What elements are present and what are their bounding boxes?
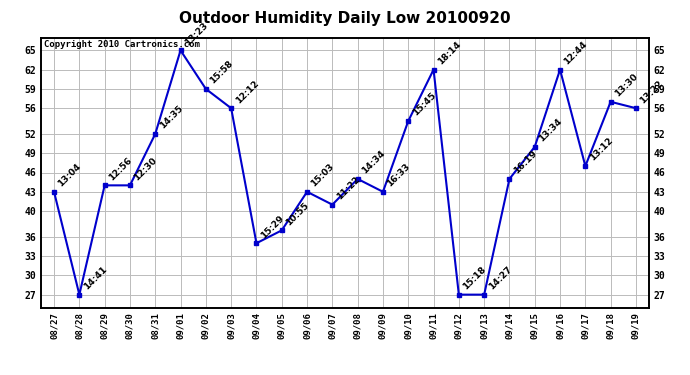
Text: 15:58: 15:58 — [208, 59, 235, 86]
Text: 14:35: 14:35 — [158, 104, 184, 131]
Text: 15:45: 15:45 — [411, 91, 437, 118]
Text: 12:44: 12:44 — [562, 40, 589, 66]
Text: 12:30: 12:30 — [132, 156, 159, 182]
Text: 18:14: 18:14 — [436, 40, 463, 66]
Text: 16:19: 16:19 — [512, 149, 539, 176]
Text: 13:22: 13:22 — [638, 78, 665, 105]
Text: 14:34: 14:34 — [360, 149, 387, 176]
Text: Copyright 2010 Cartronics.com: Copyright 2010 Cartronics.com — [44, 40, 200, 49]
Text: 13:04: 13:04 — [57, 162, 83, 189]
Text: 13:23: 13:23 — [183, 21, 210, 47]
Text: 12:56: 12:56 — [107, 156, 134, 182]
Text: 16:33: 16:33 — [386, 162, 412, 189]
Text: 13:30: 13:30 — [613, 72, 640, 99]
Text: 11:22: 11:22 — [335, 175, 362, 201]
Text: 13:34: 13:34 — [538, 117, 564, 144]
Text: 15:18: 15:18 — [462, 265, 488, 291]
Text: 10:55: 10:55 — [284, 201, 310, 227]
Text: 15:29: 15:29 — [259, 213, 286, 240]
Text: Outdoor Humidity Daily Low 20100920: Outdoor Humidity Daily Low 20100920 — [179, 11, 511, 26]
Text: 13:12: 13:12 — [588, 136, 615, 163]
Text: 14:27: 14:27 — [486, 265, 513, 291]
Text: 14:41: 14:41 — [82, 265, 108, 291]
Text: 12:12: 12:12 — [234, 78, 260, 105]
Text: 15:03: 15:03 — [310, 162, 336, 189]
